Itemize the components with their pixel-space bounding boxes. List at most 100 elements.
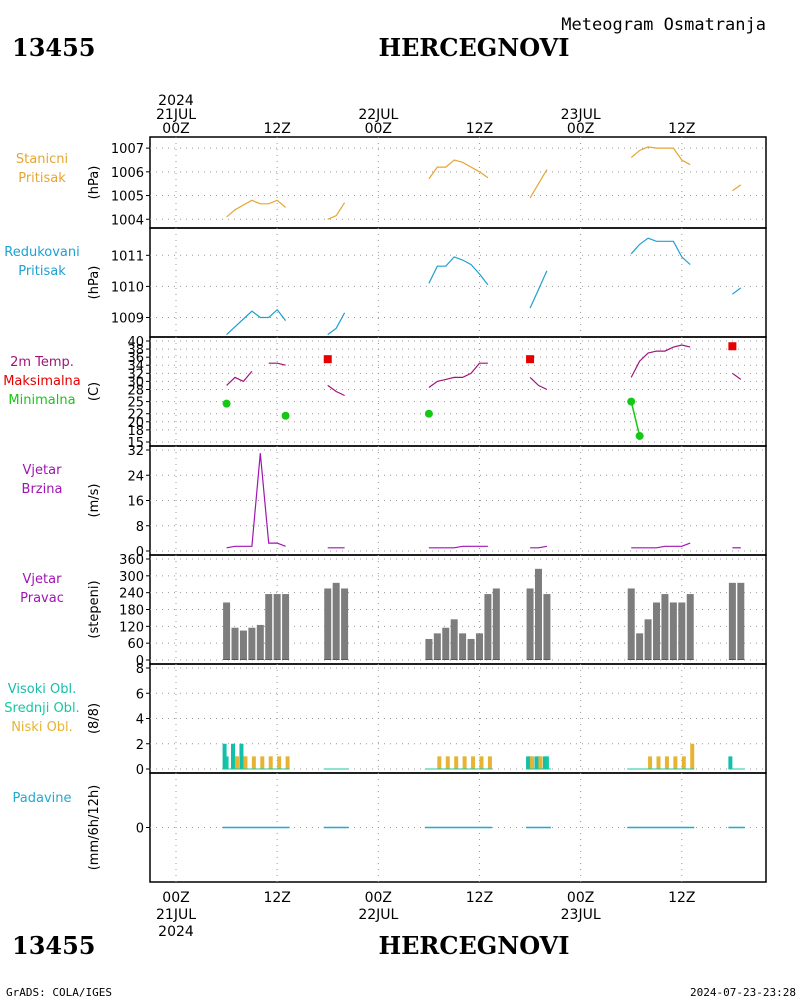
y-tick-label: 1010 [111,280,144,295]
wind-direction-bar [324,588,332,660]
min-temp-point [424,409,433,418]
y-tick-label: 4 [136,713,144,728]
panel-label: Srednji Obl. [4,701,79,716]
series-line [428,545,488,549]
time-label-top: 00Z [365,121,392,137]
cloud-low-bar [235,756,240,769]
max-temp-point [728,342,737,351]
cloud-low-bar [648,756,653,769]
wind-direction-bar [273,594,281,660]
cloud-low-bar [454,756,459,769]
series-line [226,199,286,218]
y-tick-label: 2 [136,738,144,753]
min-temp-point [635,431,644,440]
time-label-top: 23JUL [561,107,601,123]
wind-direction-bar [341,588,349,660]
cloud-low-bar [656,756,661,769]
cloud-low-bar [260,756,265,769]
y-tick-label: 36 [127,351,144,366]
cloud-low-bar [487,756,492,769]
time-label-top: 21JUL [156,107,196,123]
y-axis-label: (stepeni) [87,580,102,638]
cloud-high-bar [231,743,236,769]
footer-software: GrADS: COLA/IGES [6,986,112,999]
panel-label: Visoki Obl. [8,682,76,697]
series-line [428,159,489,180]
min-temp-point [222,399,231,408]
cloud-low-bar [462,756,467,769]
time-label-bottom: 22JUL [358,907,398,923]
wind-direction-bar [231,627,239,660]
cloud-low-bar [673,756,678,769]
series-line [529,169,548,199]
time-label-top: 2024 [158,93,194,109]
series-line [226,453,286,549]
y-tick-label: 60 [127,637,144,652]
time-label-bottom: 12Z [263,890,290,906]
cloud-low-bar [251,756,256,769]
time-label-top: 00Z [567,121,594,137]
series-line [630,237,691,266]
series-line [630,344,691,378]
y-tick-label: 22 [127,408,144,423]
cloud-low-bar [479,756,484,769]
y-tick-label: 32 [127,444,144,459]
panel-reduced-pressure: 1009 1010 1011 (hPa) Redukovani Pritisak [4,227,767,338]
y-tick-label: 0 [136,654,144,669]
wind-direction-bar [256,624,264,660]
panel-precipitation: 0 (mm/6h/12h) Padavine [13,772,767,883]
cloud-low-bar [277,756,282,769]
series-line [226,370,253,386]
panel-label: Vjetar [23,572,63,587]
cloud-low-bar [471,756,476,769]
series-line [268,362,286,366]
wind-direction-bar [543,594,551,660]
cloud-low-bar [445,756,450,769]
series-line [327,384,345,397]
time-label-top: 12Z [466,121,493,137]
y-tick-label: 16 [127,495,144,510]
wind-direction-bar [433,633,441,660]
panel-label: Niski Obl. [11,720,73,735]
y-tick-label: 0 [136,822,144,837]
cloud-high-bar [542,756,547,769]
wind-direction-bar [450,619,458,660]
y-tick-label: 240 [119,587,144,602]
cloud-high-bar [222,743,227,769]
cloud-low-bar [530,756,535,769]
y-tick-label: 8 [136,662,144,677]
wind-direction-bar [534,568,542,660]
wind-direction-bar [265,594,273,660]
y-tick-label: 1009 [111,311,144,326]
y-tick-label: 360 [119,553,144,568]
cloud-high-bar [239,743,244,769]
cloud-high-bar [534,756,539,769]
panel-frame [149,336,767,447]
panel-label: Redukovani [4,245,79,260]
series-line [327,202,346,220]
series-line [732,372,742,380]
y-tick-label: 28 [127,383,144,398]
time-label-top: 12Z [263,121,290,137]
y-tick-label: 8 [136,520,144,535]
cloud-low-bar [285,756,290,769]
y-tick-label: 1004 [111,213,144,228]
panels: 1004100510061007(hPa)StanicniPritisak100… [3,136,767,883]
cloud-mid-bar [545,756,549,769]
y-tick-label: 38 [127,343,144,358]
y-tick-label: 20 [127,416,144,431]
panel-label: Pritisak [18,264,66,279]
panel-label: Minimalna [8,393,75,408]
time-label-top: 00Z [162,121,189,137]
y-tick-label: 1005 [111,190,144,205]
wind-direction-bar [686,594,694,660]
cloud-low-bar [268,756,273,769]
cloud-low-bar [681,756,686,769]
time-label-bottom: 21JUL [156,907,196,923]
wind-direction-bar [526,588,534,660]
cloud-high-bar [728,756,733,769]
cloud-low-bar [690,743,695,769]
panel-frame [149,136,767,229]
